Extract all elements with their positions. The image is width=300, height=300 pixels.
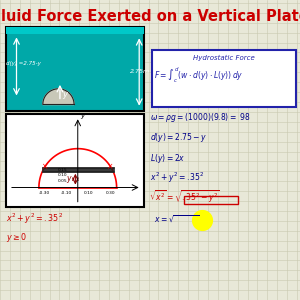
Text: $F = \int_c^d (w \cdot d(y) \cdot L(y))\, dy$: $F = \int_c^d (w \cdot d(y) \cdot L(y))\…: [154, 65, 244, 85]
Text: d(y) =2.75-y: d(y) =2.75-y: [6, 61, 41, 66]
Text: 0.15: 0.15: [57, 168, 67, 172]
Text: $x = \sqrt{\quad\quad\quad}$: $x = \sqrt{\quad\quad\quad}$: [154, 213, 200, 224]
Text: $L(y) = 2x$: $L(y) = 2x$: [150, 152, 185, 165]
Text: -0.30: -0.30: [39, 191, 50, 195]
Text: 0.30: 0.30: [106, 191, 116, 195]
Bar: [6, 114, 144, 207]
FancyBboxPatch shape: [152, 50, 296, 106]
Text: Hydrostatic Force: Hydrostatic Force: [193, 55, 254, 61]
Text: y: y: [80, 112, 84, 118]
Polygon shape: [43, 89, 74, 104]
Circle shape: [193, 211, 212, 230]
Text: 0.05: 0.05: [57, 179, 67, 183]
Text: ×: ×: [107, 163, 114, 172]
Bar: [6, 27, 144, 34]
Text: 0.10: 0.10: [57, 173, 67, 177]
Text: Fluid Force Exerted on a Vertical Plate: Fluid Force Exerted on a Vertical Plate: [0, 9, 300, 24]
Text: y: y: [66, 174, 71, 183]
Text: $y \geq 0$: $y \geq 0$: [6, 231, 27, 244]
Text: ×: ×: [42, 163, 48, 172]
Text: $x^2 + y^2 = .35^2$: $x^2 + y^2 = .35^2$: [150, 171, 205, 185]
Bar: [6, 27, 144, 111]
Text: -0.10: -0.10: [61, 191, 72, 195]
Text: $\omega = \rho g = (1000)(9.8) = \ 98$: $\omega = \rho g = (1000)(9.8) = \ 98$: [150, 111, 251, 124]
Text: 0.10: 0.10: [84, 191, 94, 195]
Text: $\sqrt{x^2} = \sqrt{.35^2 - y^2}$: $\sqrt{x^2} = \sqrt{.35^2 - y^2}$: [149, 189, 220, 206]
Text: y: y: [62, 90, 67, 99]
Text: $d(y) = 2.75 - y$: $d(y) = 2.75 - y$: [150, 131, 207, 144]
Text: 2.75m: 2.75m: [130, 69, 150, 74]
Text: $x^2 + y^2 = .35^2$: $x^2 + y^2 = .35^2$: [6, 212, 63, 226]
